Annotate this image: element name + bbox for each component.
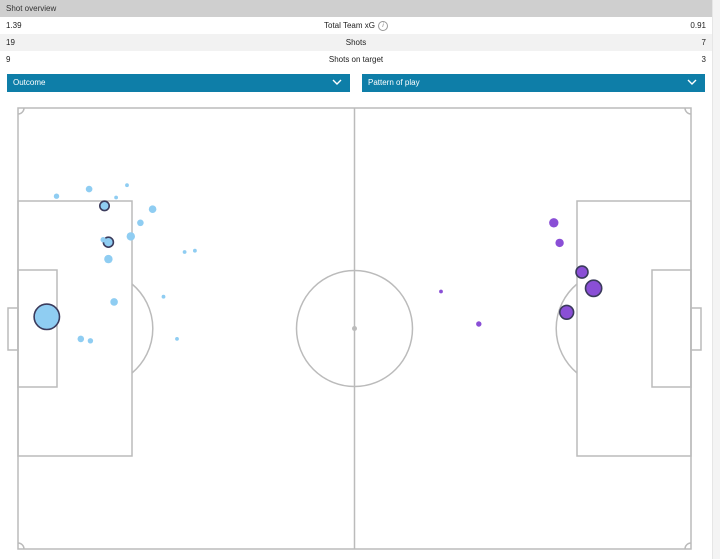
home-shot-marker[interactable] xyxy=(148,205,157,213)
info-icon[interactable]: i xyxy=(377,20,388,31)
home-total-xg: 1.39 xyxy=(6,21,22,30)
right-penalty-area xyxy=(576,200,692,457)
home-shot-marker[interactable] xyxy=(126,232,135,241)
centre-spot xyxy=(352,326,357,331)
home-shot-marker[interactable] xyxy=(87,338,94,344)
shot-map-pitch xyxy=(7,107,702,550)
left-penalty-area xyxy=(17,200,133,457)
home-shot-marker[interactable] xyxy=(125,183,129,188)
away-shots: 7 xyxy=(701,38,706,47)
pattern-of-play-dropdown-label: Pattern of play xyxy=(368,78,420,87)
home-shot-marker[interactable] xyxy=(85,185,93,193)
home-shot-marker[interactable] xyxy=(182,250,187,254)
stat-row-total-xg: 1.39 Total Team xG i 0.91 xyxy=(0,17,712,34)
pattern-of-play-dropdown[interactable]: Pattern of play xyxy=(362,74,705,92)
home-shot-marker[interactable] xyxy=(193,248,197,253)
home-shots: 19 xyxy=(6,38,15,47)
home-shot-marker[interactable] xyxy=(137,219,144,227)
corner-arc-top-right xyxy=(684,107,692,115)
away-shot-marker[interactable] xyxy=(555,238,564,248)
total-xg-label: Total Team xG xyxy=(324,21,375,30)
home-shot-marker[interactable] xyxy=(175,337,179,341)
away-shots-on-target: 3 xyxy=(701,55,706,64)
shot-overview-title: Shot overview xyxy=(6,4,57,13)
shots-label: Shots xyxy=(345,38,367,47)
shots-layer xyxy=(33,183,603,344)
home-shots-on-target: 9 xyxy=(6,55,11,64)
home-shot-marker[interactable] xyxy=(100,237,106,243)
home-shot-marker[interactable] xyxy=(33,303,61,331)
right-six-yard-box xyxy=(651,269,692,388)
centre-circle xyxy=(295,269,414,388)
left-goal xyxy=(7,307,19,351)
home-shot-marker[interactable] xyxy=(77,335,85,343)
home-shot-marker[interactable] xyxy=(110,298,118,306)
right-goal xyxy=(690,307,702,351)
pitch-markings xyxy=(7,107,702,550)
shots-on-target-label: Shots on target xyxy=(328,55,384,64)
away-shot-marker[interactable] xyxy=(549,218,559,228)
right-penalty-arc xyxy=(555,283,578,374)
corner-arc-top-left xyxy=(17,107,25,115)
away-shot-marker[interactable] xyxy=(575,265,589,279)
chevron-down-icon xyxy=(687,79,697,85)
scrollbar[interactable] xyxy=(712,0,720,559)
stat-row-shots-on-target: 9 Shots on target 3 xyxy=(0,51,712,68)
away-shot-marker[interactable] xyxy=(476,321,482,327)
away-shot-marker[interactable] xyxy=(439,289,443,294)
chevron-down-icon xyxy=(332,79,342,85)
shot-overview-header: Shot overview xyxy=(0,0,712,17)
outcome-dropdown-label: Outcome xyxy=(13,78,46,87)
home-shot-marker[interactable] xyxy=(104,254,113,264)
away-shot-marker[interactable] xyxy=(584,279,603,298)
home-shot-marker[interactable] xyxy=(161,294,166,299)
home-shot-marker[interactable] xyxy=(114,195,118,200)
home-shot-marker[interactable] xyxy=(53,193,60,199)
corner-arc-bottom-right xyxy=(684,542,692,550)
home-shot-marker[interactable] xyxy=(99,200,111,212)
away-total-xg: 0.91 xyxy=(690,21,706,30)
away-shot-marker[interactable] xyxy=(558,304,575,321)
corner-arc-bottom-left xyxy=(17,542,25,550)
left-penalty-arc xyxy=(131,283,154,374)
stat-row-shots: 19 Shots 7 xyxy=(0,34,712,51)
outcome-dropdown[interactable]: Outcome xyxy=(7,74,350,92)
